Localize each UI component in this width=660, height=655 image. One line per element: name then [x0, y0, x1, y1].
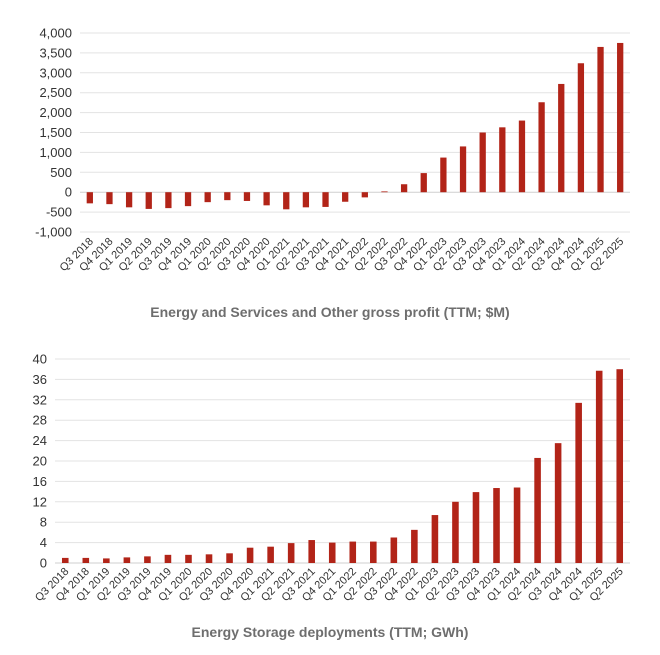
- storage-y-tick-label: 12: [33, 494, 47, 509]
- storage-y-tick-label: 16: [33, 474, 47, 489]
- storage-bar-q2-2021: [287, 543, 295, 563]
- storage-bar-q4-2020: [246, 547, 254, 563]
- gross-profit-bar-q1-2020: [204, 192, 211, 203]
- gross-profit-bar-q3-2024: [558, 83, 565, 193]
- storage-y-tick-label: 20: [33, 454, 47, 469]
- gross-profit-bar-q3-2021: [322, 192, 329, 207]
- gross-profit-bar-q1-2022: [361, 192, 368, 198]
- storage-bar-q3-2022: [390, 537, 398, 563]
- gross-profit-bar-q3-2018: [86, 192, 93, 204]
- gross-profit-bar-q1-2019: [125, 192, 133, 208]
- gross-profit-y-tick-label: 1,000: [39, 145, 72, 160]
- gross-profit-y-tick-label: 2,500: [39, 85, 72, 100]
- storage-bar-q2-2025: [616, 369, 624, 563]
- gross-profit-chart-title: Energy and Services and Other gross prof…: [150, 304, 509, 320]
- gross-profit-y-tick-label: 500: [50, 165, 72, 180]
- storage-y-tick-label: 0: [40, 556, 47, 571]
- gross-profit-bar-q2-2020: [224, 192, 231, 201]
- gross-profit-bar-q4-2024: [577, 63, 585, 193]
- storage-bar-q3-2019: [144, 556, 151, 563]
- storage-bar-q4-2019: [164, 554, 172, 563]
- storage-bar-q1-2024: [513, 487, 521, 563]
- gross-profit-bar-q4-2020: [263, 192, 270, 206]
- storage-y-tick-label: 36: [33, 372, 47, 387]
- storage-y-tick-label: 24: [33, 433, 47, 448]
- storage-y-tick-label: 40: [33, 352, 47, 367]
- storage-bar-q4-2024: [575, 402, 582, 563]
- gross-profit-bar-q1-2023: [440, 157, 447, 193]
- gross-profit-y-tick-label: 3,500: [39, 45, 72, 60]
- gross-profit-bar-q3-2020: [243, 192, 251, 201]
- storage-bar-q4-2022: [411, 529, 418, 563]
- storage-y-tick-label: 8: [40, 515, 47, 530]
- gross-profit-chart: 4,000 3,500 3,000 2,500 2,000 1,500 1,000 500 0 -…: [35, 26, 630, 320]
- storage-bar-q3-2021: [308, 540, 315, 563]
- gross-profit-bar-q3-2023: [479, 132, 486, 193]
- gross-profit-bar-q1-2024: [518, 120, 526, 193]
- gross-profit-y-tick-label: 3,000: [39, 65, 72, 80]
- storage-bar-q1-2023: [431, 515, 439, 563]
- storage-bar-q3-2024: [554, 443, 562, 563]
- gross-profit-bar-q3-2022: [400, 184, 408, 193]
- storage-y-tick-label: 32: [33, 392, 47, 407]
- gross-profit-bar-q1-2025: [597, 46, 604, 193]
- gross-profit-bar-q4-2021: [342, 192, 349, 202]
- storage-bar-q4-2023: [493, 488, 500, 563]
- storage-bar-q1-2020: [185, 554, 192, 563]
- storage-bar-q1-2022: [349, 541, 357, 563]
- gross-profit-bar-q4-2018: [106, 192, 113, 205]
- gross-profit-bar-q1-2021: [283, 192, 290, 210]
- gross-profit-y-tick-label: -500: [46, 205, 72, 220]
- storage-bar-q3-2020: [226, 553, 233, 563]
- gross-profit-y-tick-label: -1,000: [35, 225, 72, 240]
- gross-profit-bar-q2-2022: [381, 191, 388, 193]
- storage-bar-q4-2018: [82, 557, 90, 563]
- storage-deployments-chart-title: Energy Storage deployments (TTM; GWh): [192, 624, 469, 640]
- storage-bar-q2-2019: [123, 557, 131, 563]
- storage-bar-q2-2024: [534, 457, 541, 563]
- gross-profit-bar-q2-2021: [302, 192, 310, 208]
- gross-profit-y-tick-label: 0: [65, 185, 72, 200]
- gross-profit-bar-q2-2019: [145, 192, 152, 209]
- storage-y-tick-label: 4: [40, 535, 47, 550]
- gross-profit-bar-q4-2022: [420, 173, 427, 193]
- gross-profit-bar-q2-2023: [459, 146, 467, 193]
- storage-bar-q3-2018: [61, 557, 69, 563]
- storage-bar-q3-2023: [472, 492, 480, 563]
- storage-bar-q1-2019: [103, 558, 110, 563]
- storage-bar-q2-2022: [370, 541, 377, 563]
- gross-profit-bar-q4-2019: [184, 192, 192, 207]
- gross-profit-y-tick-label: 1,500: [39, 125, 72, 140]
- storage-y-tick-label: 28: [33, 413, 47, 428]
- gross-profit-bar-q2-2024: [538, 102, 545, 193]
- storage-bar-q1-2025: [595, 370, 603, 563]
- gross-profit-bar-q4-2023: [499, 127, 506, 193]
- gross-profit-bar-q3-2019: [165, 192, 172, 209]
- storage-bar-q4-2021: [328, 542, 336, 563]
- gross-profit-y-tick-label: 4,000: [39, 26, 72, 41]
- storage-bar-q1-2021: [267, 546, 274, 563]
- gross-profit-bar-q2-2025: [617, 42, 624, 193]
- storage-bar-q2-2023: [452, 501, 459, 563]
- storage-bar-q2-2020: [205, 554, 213, 563]
- gross-profit-y-tick-label: 2,000: [39, 105, 72, 120]
